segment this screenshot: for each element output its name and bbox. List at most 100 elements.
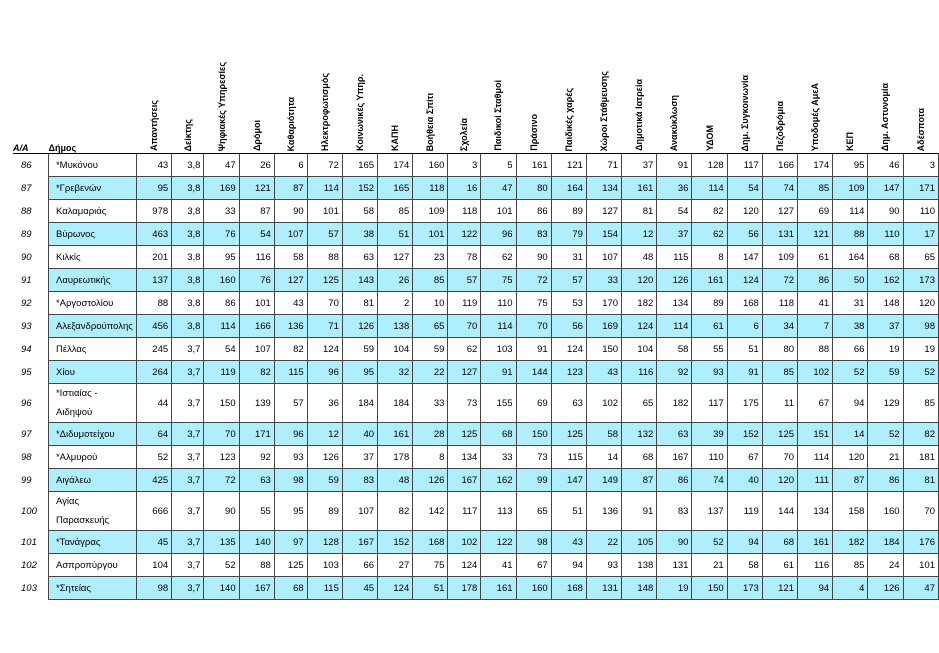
table-cell: 59 bbox=[412, 337, 449, 361]
table-cell: 47 bbox=[203, 153, 240, 177]
table-row: 102 Ασπροπύργου 104 3,7 52 88 125 103 66 27 75 124 4… bbox=[13, 553, 939, 577]
table-cell: 62 bbox=[691, 222, 728, 246]
rank-number: 99 bbox=[21, 474, 32, 486]
table-cell: 23 bbox=[412, 245, 449, 269]
table-cell: 152 bbox=[341, 176, 379, 200]
table-cell: 91 bbox=[621, 491, 658, 531]
table-body: 86 *Μυκόνου 43 3,8 47 26 6 72 165 174 160 3 5 161 121 7… bbox=[13, 153, 939, 600]
table-cell: 14 bbox=[832, 422, 869, 446]
header-col-label: Ηλεκτροφωτισμός bbox=[319, 72, 330, 151]
table-cell: 32 bbox=[377, 360, 414, 384]
table-cell: 160 bbox=[203, 268, 240, 292]
table-cell: 21 bbox=[867, 445, 904, 469]
municipality-name: *Αλμυρού bbox=[47, 445, 137, 469]
table-cell: 114 bbox=[797, 445, 834, 469]
municipality-name: *Τανάγρας bbox=[47, 530, 137, 554]
table-cell: 121 bbox=[761, 576, 799, 600]
rank-number: 95 bbox=[21, 366, 32, 378]
table-cell: 164 bbox=[550, 176, 587, 200]
table-cell: 95 bbox=[273, 491, 308, 531]
table-cell: 82 bbox=[273, 337, 308, 361]
table-cell: 167 bbox=[341, 530, 379, 554]
header-col: Απαντήσεις bbox=[136, 8, 172, 154]
municipality-name: Καλαμαριάς bbox=[47, 199, 137, 223]
table-cell: 107 bbox=[238, 337, 275, 361]
table-cell: 85 bbox=[797, 176, 834, 200]
table-cell: 165 bbox=[377, 176, 414, 200]
table-cell: 70 bbox=[761, 445, 799, 469]
table-cell: 150 bbox=[203, 383, 240, 423]
header-col: Αδέσποτα bbox=[903, 8, 939, 154]
table-cell: 101 bbox=[902, 553, 939, 577]
table-cell: 68 bbox=[621, 445, 658, 469]
table-cell: 3,8 bbox=[171, 153, 205, 177]
table-cell: 99 bbox=[515, 468, 552, 492]
header-col-label: Κοινωνικές Υπηρ. bbox=[354, 74, 365, 151]
table-cell: 90 bbox=[203, 491, 240, 531]
table-cell: 91 bbox=[480, 360, 517, 384]
table-cell: 104 bbox=[621, 337, 658, 361]
header-col: ΚΑΠΗ bbox=[377, 8, 413, 154]
table-cell: 161 bbox=[621, 176, 658, 200]
header-col-label: Δείκτης bbox=[182, 118, 193, 151]
table-cell: 98 bbox=[515, 530, 552, 554]
table-cell: 85 bbox=[377, 199, 414, 223]
table-cell: 87 bbox=[273, 176, 308, 200]
header-col-label: Βοήθεια Σπίτι bbox=[425, 92, 436, 151]
table-cell: 124 bbox=[306, 337, 343, 361]
table-cell: 3,7 bbox=[171, 576, 205, 600]
table-cell: 139 bbox=[238, 383, 275, 423]
table-cell: 666 bbox=[135, 491, 173, 531]
table-cell: 169 bbox=[585, 314, 623, 338]
table-cell: 68 bbox=[761, 530, 799, 554]
table-cell: 107 bbox=[585, 245, 623, 269]
table-cell: 81 bbox=[621, 199, 658, 223]
table-cell: 127 bbox=[447, 360, 482, 384]
table-cell: 138 bbox=[377, 314, 414, 338]
table-cell: 178 bbox=[447, 576, 482, 600]
table-cell: 86 bbox=[867, 468, 904, 492]
municipality-name: Αιγάλεω bbox=[47, 468, 137, 492]
rank-number: 96 bbox=[21, 397, 32, 409]
table-cell: 94 bbox=[832, 383, 869, 423]
table-cell: 114 bbox=[656, 314, 693, 338]
table-cell: 110 bbox=[691, 445, 728, 469]
table-cell: 39 bbox=[691, 422, 728, 446]
header-col: Παιδικοί Σταθμοί bbox=[480, 8, 517, 154]
table-cell: 54 bbox=[238, 222, 275, 246]
table-cell: 154 bbox=[585, 222, 623, 246]
table-cell: 38 bbox=[832, 314, 869, 338]
table-cell: 148 bbox=[621, 576, 658, 600]
table-cell: 65 bbox=[412, 314, 449, 338]
table-cell: 89 bbox=[306, 491, 343, 531]
table-cell: 73 bbox=[515, 445, 552, 469]
table-cell: 117 bbox=[447, 491, 482, 531]
table-cell: 125 bbox=[550, 422, 587, 446]
rank-number: 94 bbox=[21, 343, 32, 355]
rank-number: 89 bbox=[21, 228, 32, 240]
table-cell: 124 bbox=[447, 553, 482, 577]
table-cell: 98 bbox=[902, 314, 939, 338]
table-cell: 88 bbox=[238, 553, 275, 577]
table-cell: 125 bbox=[447, 422, 482, 446]
table-cell: 135 bbox=[203, 530, 240, 554]
table-cell: 120 bbox=[832, 445, 869, 469]
table-cell: 63 bbox=[656, 422, 693, 446]
table-row: 96 *Ιστιαίας - Αιδηψού 44 3,7 150 139 57 36 184 1… bbox=[13, 383, 939, 423]
header-col: Ηλεκτροφωτισμός bbox=[307, 8, 343, 154]
table-cell: 122 bbox=[480, 530, 517, 554]
table-cell: 118 bbox=[761, 291, 799, 315]
table-cell: 51 bbox=[726, 337, 763, 361]
table-cell: 47 bbox=[902, 576, 939, 600]
table-cell: 3,7 bbox=[171, 468, 205, 492]
table-cell: 137 bbox=[691, 491, 728, 531]
rank-number: 88 bbox=[21, 205, 32, 217]
table-cell: 62 bbox=[447, 337, 482, 361]
table-cell: 87 bbox=[238, 199, 275, 223]
table-cell: 68 bbox=[480, 422, 517, 446]
table-cell: 184 bbox=[341, 383, 379, 423]
table-cell: 3 bbox=[447, 153, 482, 177]
header-municipality: Δήμος bbox=[48, 8, 137, 154]
table-row: 87 *Γρεβενών 95 3,8 169 121 87 114 152 165 118 16 47… bbox=[13, 176, 939, 200]
table-cell: 70 bbox=[447, 314, 482, 338]
